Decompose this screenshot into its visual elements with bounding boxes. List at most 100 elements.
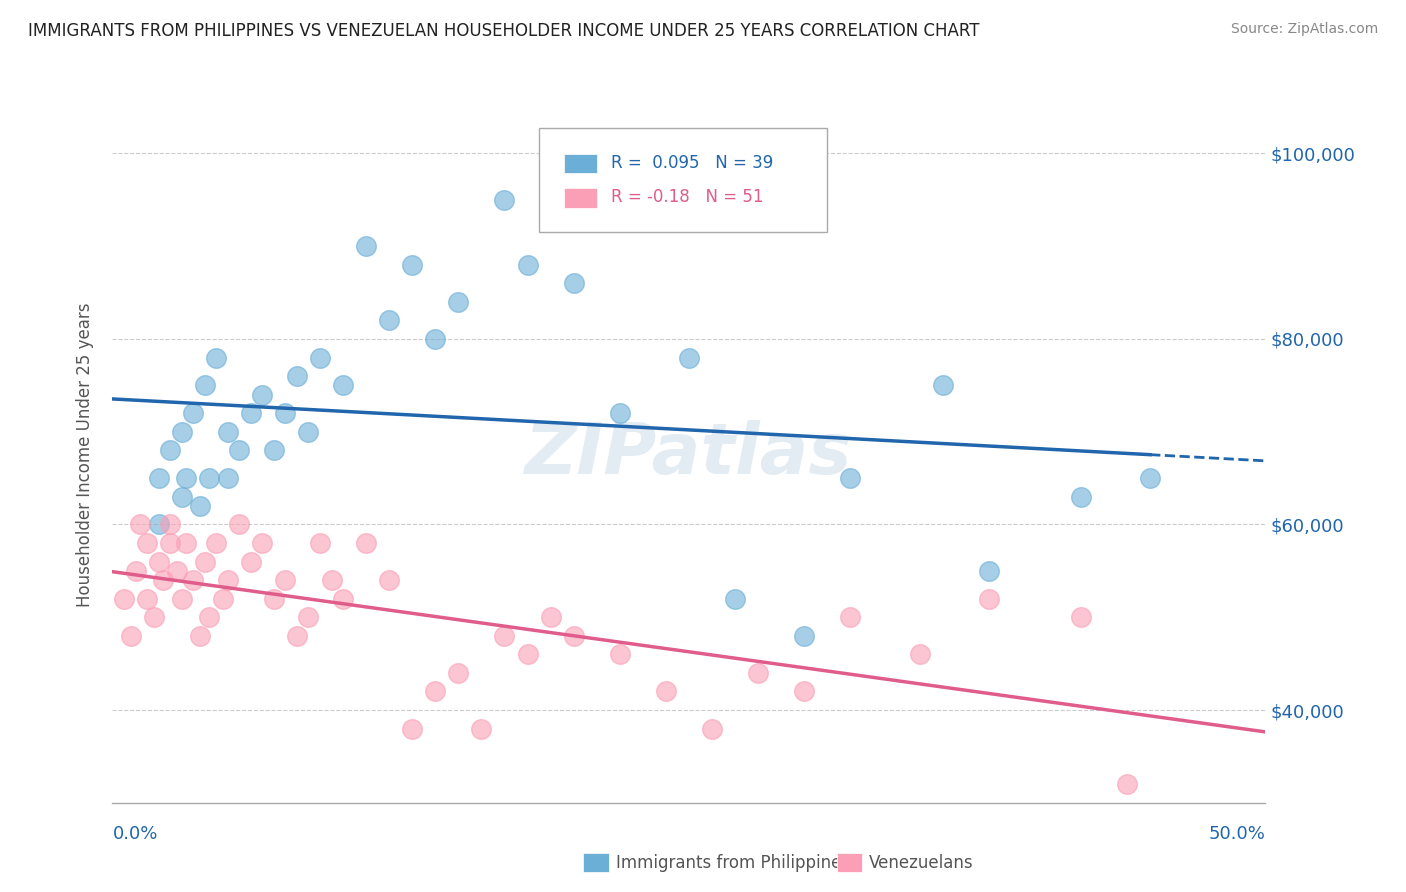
Point [747, 665, 769, 680]
Point [198, 610, 221, 624]
Point [120, 629, 142, 643]
Point [470, 722, 492, 736]
Point [516, 258, 538, 272]
Point [181, 573, 204, 587]
Point [136, 536, 159, 550]
Point [655, 684, 678, 698]
Point [159, 517, 181, 532]
Text: 50.0%: 50.0% [1209, 825, 1265, 843]
Point [321, 573, 343, 587]
Text: 0.0%: 0.0% [112, 825, 157, 843]
Point [152, 573, 174, 587]
Text: ZIPatlas: ZIPatlas [526, 420, 852, 490]
Point [425, 684, 447, 698]
Point [562, 277, 585, 291]
Point [793, 684, 815, 698]
Point [839, 471, 862, 485]
Point [263, 443, 285, 458]
Point [562, 629, 585, 643]
Point [166, 564, 188, 578]
Point [309, 536, 332, 550]
Point [425, 332, 447, 346]
Point [217, 425, 239, 439]
Point [217, 471, 239, 485]
Point [274, 573, 297, 587]
Point [931, 378, 953, 392]
Point [188, 499, 211, 513]
Point [239, 406, 262, 420]
Point [181, 406, 204, 420]
Point [516, 648, 538, 662]
Point [494, 629, 516, 643]
Point [148, 555, 170, 569]
Point [194, 378, 217, 392]
Point [724, 591, 747, 606]
Point [143, 610, 166, 624]
Point [908, 648, 931, 662]
Point [678, 351, 700, 365]
Point [252, 387, 274, 401]
Text: R = -0.18   N = 51: R = -0.18 N = 51 [610, 188, 763, 206]
Point [700, 722, 723, 736]
Point [136, 591, 159, 606]
Text: Source: ZipAtlas.com: Source: ZipAtlas.com [1230, 22, 1378, 37]
Point [205, 536, 228, 550]
Point [401, 722, 423, 736]
Point [263, 591, 285, 606]
Point [332, 591, 354, 606]
FancyBboxPatch shape [564, 153, 596, 173]
Point [170, 490, 193, 504]
Point [447, 294, 470, 309]
Point [188, 629, 211, 643]
Point [977, 564, 1000, 578]
Point [332, 378, 354, 392]
Point [793, 629, 815, 643]
Text: Venezuelans: Venezuelans [869, 854, 973, 871]
Point [839, 610, 862, 624]
Point [228, 443, 250, 458]
Point [239, 555, 262, 569]
Point [354, 536, 377, 550]
Point [609, 648, 631, 662]
Point [198, 471, 221, 485]
FancyBboxPatch shape [538, 128, 827, 232]
Point [378, 573, 401, 587]
Point [1070, 490, 1092, 504]
Point [124, 564, 146, 578]
Point [129, 517, 152, 532]
Point [285, 369, 308, 384]
Text: Immigrants from Philippines: Immigrants from Philippines [616, 854, 851, 871]
Point [1139, 471, 1161, 485]
Point [1070, 610, 1092, 624]
FancyBboxPatch shape [564, 188, 596, 208]
Point [212, 591, 235, 606]
Point [159, 443, 181, 458]
Point [112, 591, 135, 606]
Point [309, 351, 332, 365]
Point [228, 517, 250, 532]
Point [354, 239, 377, 253]
Text: IMMIGRANTS FROM PHILIPPINES VS VENEZUELAN HOUSEHOLDER INCOME UNDER 25 YEARS CORR: IMMIGRANTS FROM PHILIPPINES VS VENEZUELA… [28, 22, 980, 40]
Point [297, 425, 319, 439]
Point [205, 351, 228, 365]
Point [252, 536, 274, 550]
Point [1116, 777, 1139, 791]
Text: R =  0.095   N = 39: R = 0.095 N = 39 [610, 153, 773, 171]
Y-axis label: Householder Income Under 25 years: Householder Income Under 25 years [76, 302, 94, 607]
Point [159, 536, 181, 550]
Point [494, 193, 516, 207]
Point [148, 471, 170, 485]
Point [447, 665, 470, 680]
Point [170, 425, 193, 439]
Point [977, 591, 1000, 606]
Point [170, 591, 193, 606]
Point [297, 610, 319, 624]
Point [540, 610, 562, 624]
Point [401, 258, 423, 272]
Point [174, 471, 197, 485]
Point [274, 406, 297, 420]
Point [217, 573, 239, 587]
Point [285, 629, 308, 643]
Point [148, 517, 170, 532]
Point [609, 406, 631, 420]
